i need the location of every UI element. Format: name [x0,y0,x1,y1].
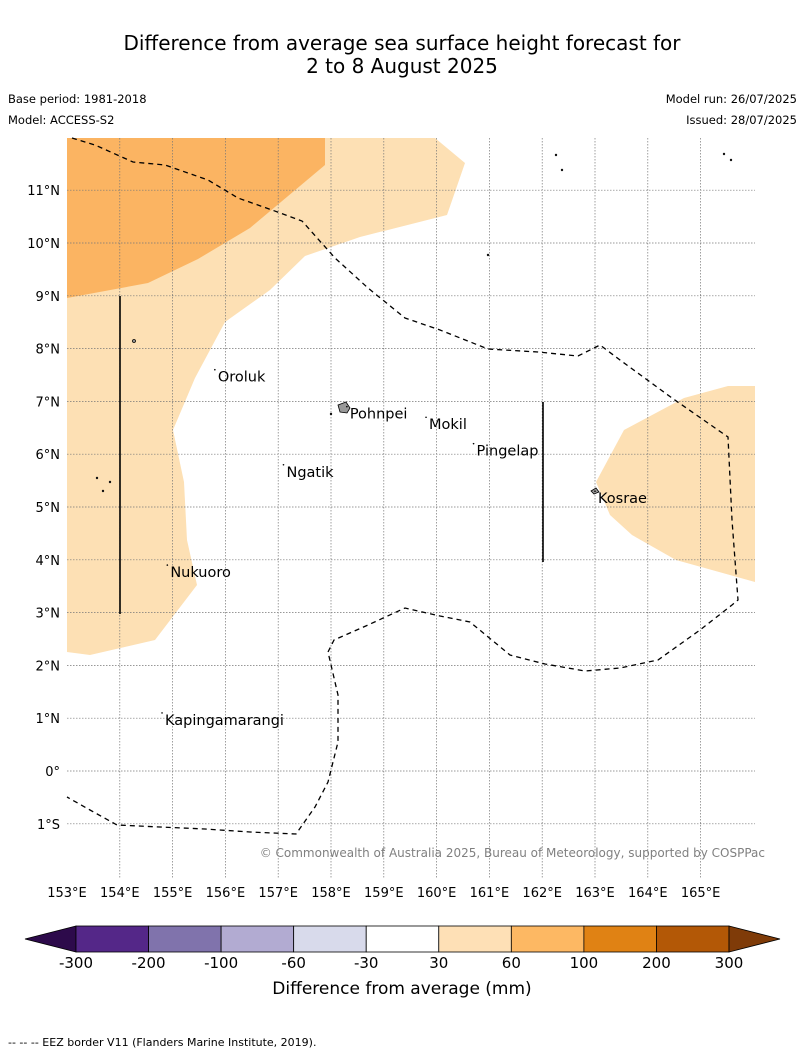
lat-label: 1°N [36,712,61,727]
longitude-labels: 153°E 154°E 155°E 156°E 157°E 158°E 159°E 160°E… [47,886,720,901]
chart-title: Difference from average sea surface heig… [0,32,804,78]
eez-footnote: -- -- -- EEZ border V11 (Flanders Marine… [8,1036,317,1049]
place-marker [425,416,427,419]
colorbar-max-extension [728,925,781,953]
place-marker [166,564,169,566]
place-marker [161,712,163,714]
lon-label: 155°E [153,886,193,901]
colorbar-tick-label: 300 [715,954,744,972]
colorbar-segment [148,925,222,953]
colorbar-segment [438,925,512,953]
lat-label: 6°N [36,448,61,463]
lat-label: 1°S [37,818,60,833]
colorbar-min-extension [24,925,77,953]
lon-label: 158°E [311,886,351,901]
lon-label: 160°E [417,886,457,901]
lon-label: 153°E [47,886,87,901]
base-period: Base period: 1981-2018 [8,92,147,106]
place-marker [214,368,216,371]
place-marker [594,490,596,492]
lon-label: 161°E [470,886,510,901]
place-marker [472,442,475,445]
issued-date: Issued: 28/07/2025 [686,113,797,127]
place-label: Ngatik [286,465,334,481]
colorbar-tick-label: -100 [204,954,238,972]
title-line-1: Difference from average sea surface heig… [123,31,681,55]
lat-label: 11°N [27,184,60,199]
colorbar-segment [656,925,730,953]
colorbar-tick-label: -60 [281,954,306,972]
lon-label: 164°E [628,886,668,901]
place-label: Kosrae [598,491,647,507]
lon-label: 154°E [100,886,140,901]
place-label: Nukuoro [170,565,231,581]
colorbar-segment [293,925,367,953]
place-label: Pohnpei [350,407,408,423]
colorbar-segment [75,925,149,953]
latitude-labels: 11°N 10°N 9°N 8°N 7°N 6°N 5°N 4°N 3°N 2°N 1°N 0° 1°S [27,184,60,833]
lon-label: 159°E [364,886,404,901]
colorbar-tick-label: 30 [429,954,448,972]
lat-label: 2°N [36,659,61,674]
colorbar-segment [365,925,440,953]
lon-label: 162°E [522,886,562,901]
title-line-2: 2 to 8 August 2025 [306,54,498,78]
anomaly-band-60-100 [67,138,325,298]
place-labels: Oroluk Pohnpei Mokil Pingelap Ngatik Kosrae Nu… [161,368,647,729]
colorbar-tick-label: 60 [502,954,521,972]
lat-label: 9°N [36,290,61,305]
lat-label: 7°N [36,395,61,410]
colorbar-segment [510,925,585,953]
place-label: Mokil [429,417,467,433]
colorbar-tick-label: 200 [642,954,671,972]
region-lines [119,296,544,614]
place-label: Oroluk [218,370,266,386]
colorbar-segment [583,925,657,953]
lon-label: 157°E [258,886,298,901]
place-marker [346,405,348,408]
sea-level-map: Oroluk Pohnpei Mokil Pingelap Ngatik Kosrae Nu… [27,137,765,901]
lon-label: 165°E [681,886,721,901]
place-label: Kapingamarangi [165,713,284,729]
lat-label: 5°N [36,501,61,516]
lat-label: 0° [45,765,60,780]
lat-label: 10°N [27,237,60,252]
model-name: Model: ACCESS-S2 [8,113,115,127]
lat-label: 3°N [36,607,61,622]
place-marker [282,463,285,466]
copyright-notice: © Commonwealth of Australia 2025, Bureau… [260,846,765,860]
lat-label: 4°N [36,554,61,569]
colorbar-segment [220,925,295,953]
colorbar-label: Difference from average (mm) [272,979,531,999]
colorbar-tick-label: -200 [132,954,166,972]
islands [95,152,733,495]
pohnpei-island [337,401,351,414]
lat-label: 8°N [36,343,61,358]
lon-label: 156°E [206,886,246,901]
colorbar-tick-label: -300 [59,954,93,972]
colorbar: -300 -200 -100 -60 -30 30 60 100 200 300 Differen… [24,925,781,999]
colorbar-tick-label: -30 [354,954,379,972]
colorbar-tick-label: 100 [570,954,599,972]
lon-label: 163°E [575,886,615,901]
model-run: Model run: 26/07/2025 [665,92,797,106]
eez-border [66,137,739,835]
place-label: Pingelap [477,444,539,460]
